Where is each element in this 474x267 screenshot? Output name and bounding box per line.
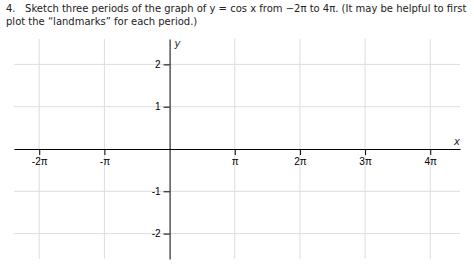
y-tick: -2 [152, 228, 170, 239]
x-tick: -2π [32, 149, 48, 167]
y-tick-mark [164, 234, 170, 235]
x-tick-mark [235, 149, 236, 155]
x-tick: π [232, 149, 239, 167]
y-tick: -1 [152, 186, 170, 197]
y-axis-line [170, 40, 171, 260]
grid-line-y [14, 233, 460, 234]
x-tick: -π [100, 149, 110, 167]
y-tick: 1 [155, 101, 170, 112]
y-axis-label: y [174, 38, 182, 49]
y-tick-label: -1 [152, 186, 161, 197]
y-tick-mark [164, 191, 170, 192]
x-tick-label: 4π [425, 156, 438, 167]
grid [14, 39, 460, 259]
grid-line-y [14, 191, 460, 192]
x-tick-label: -π [100, 156, 110, 167]
chart: 4. Sketch three periods of the graph of … [0, 0, 474, 267]
x-tick-label: 2π [294, 156, 307, 167]
y-tick-mark [164, 107, 170, 108]
y-tick-mark [164, 64, 170, 65]
y-tick-label: 1 [155, 101, 161, 112]
x-axis-line [15, 149, 461, 150]
x-axis-label: x [453, 136, 460, 147]
x-tick: 4π [425, 149, 438, 167]
grid-line-y [14, 64, 460, 65]
y-tick-label: 2 [155, 59, 161, 70]
title: 4. Sketch three periods of the graph of … [6, 3, 466, 14]
x-axis: -2π -π π 2π 3π 4π [15, 149, 461, 167]
x-tick-mark [365, 149, 366, 155]
subtitle: plot the “landmarks” for each period.) [6, 16, 197, 27]
y-tick-label: -2 [152, 228, 161, 239]
x-tick: 2π [294, 149, 307, 167]
y-tick: 2 [155, 59, 170, 70]
x-tick-mark [300, 149, 301, 155]
x-tick-label: 3π [359, 156, 372, 167]
plot: -2π -π π 2π 3π 4π -2 -1 1 2 x y [14, 38, 461, 260]
y-axis: -2 -1 1 2 [152, 40, 170, 260]
x-tick-mark [430, 149, 431, 155]
x-tick-label: -2π [32, 156, 48, 167]
x-tick-mark [39, 149, 40, 155]
x-tick-mark [104, 149, 105, 155]
x-tick-label: π [232, 156, 239, 167]
x-tick: 3π [359, 149, 372, 167]
grid-line-y [14, 106, 460, 107]
